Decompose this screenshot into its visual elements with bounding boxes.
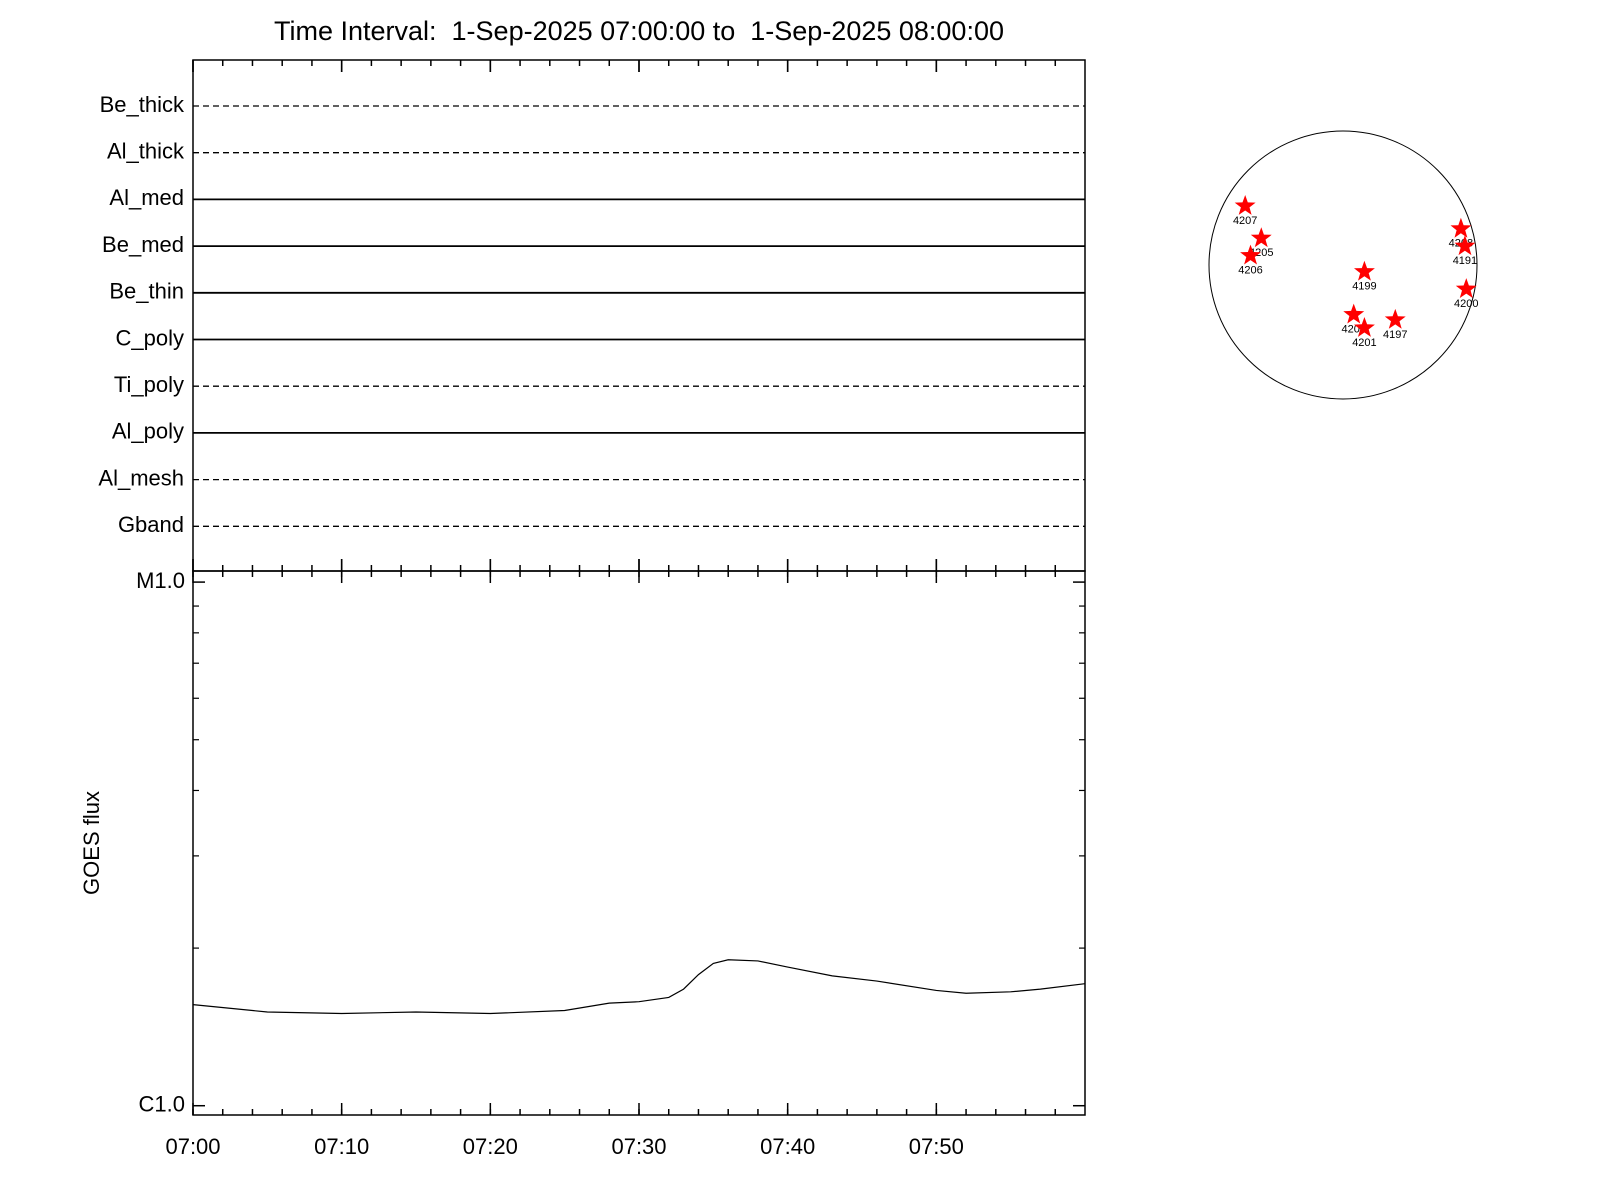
- filter-label: Al_mesh: [98, 465, 184, 490]
- region-marker: [1455, 278, 1477, 298]
- region-marker: [1250, 227, 1272, 248]
- solar-disk: [1208, 130, 1478, 400]
- region-marker: [1384, 308, 1406, 329]
- chart-title: Time Interval: 1-Sep-2025 07:00:00 to 1-…: [274, 16, 1004, 46]
- filter-label: C_poly: [116, 325, 184, 350]
- filter-label: Al_med: [109, 185, 184, 210]
- x-tick-label: 07:00: [165, 1134, 220, 1159]
- panel-frame: [192, 570, 1086, 1116]
- region-label: 4191: [1453, 255, 1477, 267]
- region-marker: [1354, 317, 1375, 337]
- x-tick-label: 07:10: [314, 1134, 369, 1159]
- flux-line: [192, 959, 1086, 1015]
- y-tick-label: M1.0: [136, 568, 185, 593]
- filter-label: Al_thick: [107, 139, 185, 164]
- filter-label: Be_thick: [100, 92, 185, 117]
- region-label: 4201: [1352, 337, 1376, 349]
- y-axis-label: GOES flux: [79, 791, 104, 895]
- panel-frame: [192, 59, 1086, 572]
- x-tick-label: 07:20: [463, 1134, 518, 1159]
- filter-label: Gband: [118, 512, 184, 537]
- region-marker: [1240, 244, 1261, 265]
- region-marker: [1343, 303, 1365, 324]
- region-label: 4197: [1383, 329, 1407, 341]
- x-tick-label: 07:40: [760, 1134, 815, 1159]
- region-label: 4200: [1454, 298, 1478, 310]
- region-marker: [1354, 260, 1375, 281]
- x-tick-label: 07:30: [611, 1134, 666, 1159]
- region-marker: [1454, 235, 1476, 256]
- region-label: 4206: [1238, 265, 1262, 277]
- y-tick-label: C1.0: [139, 1092, 185, 1117]
- region-marker: [1234, 195, 1256, 215]
- filter-label: Be_thin: [109, 279, 184, 304]
- filter-label: Al_poly: [112, 419, 184, 444]
- region-label: 4199: [1352, 281, 1376, 293]
- region-label: 4207: [1233, 215, 1257, 227]
- filter-label: Be_med: [102, 232, 184, 257]
- filter-label: Ti_poly: [114, 372, 184, 397]
- x-tick-label: 07:50: [909, 1134, 964, 1159]
- region-marker: [1450, 217, 1472, 238]
